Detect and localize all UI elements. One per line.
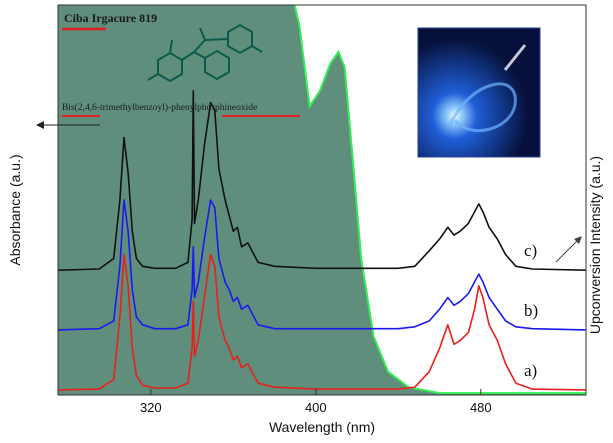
series-label: c) — [524, 241, 537, 260]
x-tick-label: 400 — [305, 400, 327, 415]
annotation-chemical-name: Bis(2,4,6-trimethylbenzoyl)-phenylphosph… — [62, 102, 257, 113]
series-label: a) — [524, 361, 537, 380]
page: Ciba Irgacure 819 Bis(2,4,6-trimethylben… — [0, 0, 613, 438]
chart: Ciba Irgacure 819 Bis(2,4,6-trimethylben… — [0, 0, 613, 438]
series-label: b) — [524, 301, 538, 320]
y-axis-label: Absorbance (a.u.) — [7, 154, 23, 265]
x-tick-label: 320 — [140, 400, 162, 415]
y2-axis-label: Upconversion Intensity (a.u.) — [587, 156, 603, 334]
x-axis-label: Wavelength (nm) — [269, 419, 375, 435]
annotation-compound: Ciba Irgacure 819 — [64, 11, 157, 25]
x-tick-label: 480 — [470, 400, 492, 415]
arrowhead — [36, 121, 44, 129]
